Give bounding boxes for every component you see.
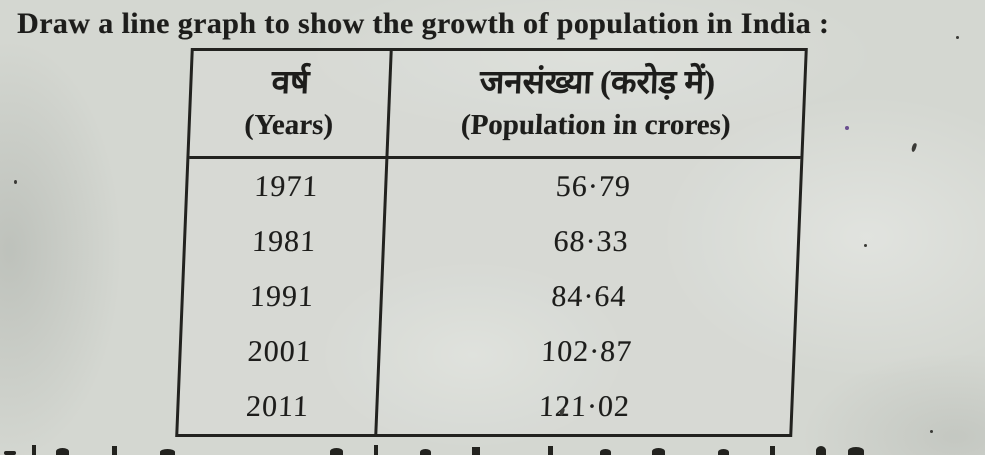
paper-speck <box>845 126 849 130</box>
cutoff-glyph-fragment <box>816 446 826 455</box>
cutoff-glyph-fragment <box>770 446 775 455</box>
population-header-hindi: जनसंख्या (करोड़ में) <box>479 64 716 101</box>
population-cell-1981: 68·33 <box>552 224 630 258</box>
year-cell-2001: 2001 <box>180 324 382 379</box>
cutoff-glyph-fragment <box>472 447 480 455</box>
year-cell-2011: 2011 <box>178 379 380 434</box>
cutoff-glyph-fragment <box>330 448 343 455</box>
paper-speck <box>864 244 867 247</box>
year-cell-1981: 1981 <box>184 214 387 269</box>
cutoff-glyph-fragment <box>848 447 864 455</box>
year-cell-1991: 1991 <box>182 269 384 324</box>
population-cell-2011: 121·02 <box>538 389 631 423</box>
population-cell-2001: 102·87 <box>540 334 633 368</box>
cutoff-glyph-fragment <box>160 449 175 455</box>
cutoff-glyph-fragment <box>600 449 611 455</box>
population-table: वर्ष (Years) जनसंख्या (करोड़ में) (Popul… <box>175 48 808 437</box>
year-header-english: (Years) <box>243 109 334 142</box>
cutoff-glyph-fragment <box>56 448 69 455</box>
cutoff-glyph-fragment <box>32 445 36 455</box>
population-cell-1971: 56·79 <box>555 169 632 203</box>
cutoff-glyph-fragment <box>718 449 729 455</box>
year-column-header: वर्ष (Years) <box>189 51 393 159</box>
paper-speck <box>956 36 959 39</box>
year-cell-1971: 1971 <box>187 159 389 214</box>
population-cell-1991: 84·64 <box>550 279 628 313</box>
paper-speck <box>910 142 918 153</box>
cutoff-glyph-fragment <box>652 448 665 455</box>
page-title: Draw a line graph to show the growth of … <box>17 7 830 40</box>
cutoff-glyph-fragment <box>420 449 431 455</box>
cutoff-glyph-fragment <box>548 446 553 455</box>
year-header-hindi: वर्ष <box>270 64 310 101</box>
population-column-header: जनसंख्या (करोड़ में) (Population in cror… <box>388 51 805 159</box>
cutoff-glyph-fragment <box>112 446 117 455</box>
population-header-english: (Population in crores) <box>460 109 732 142</box>
paper-speck <box>930 430 933 433</box>
cutoff-glyph-fragment <box>4 451 16 455</box>
cutoff-glyph-fragment <box>374 445 378 455</box>
paper-speck <box>14 180 17 184</box>
